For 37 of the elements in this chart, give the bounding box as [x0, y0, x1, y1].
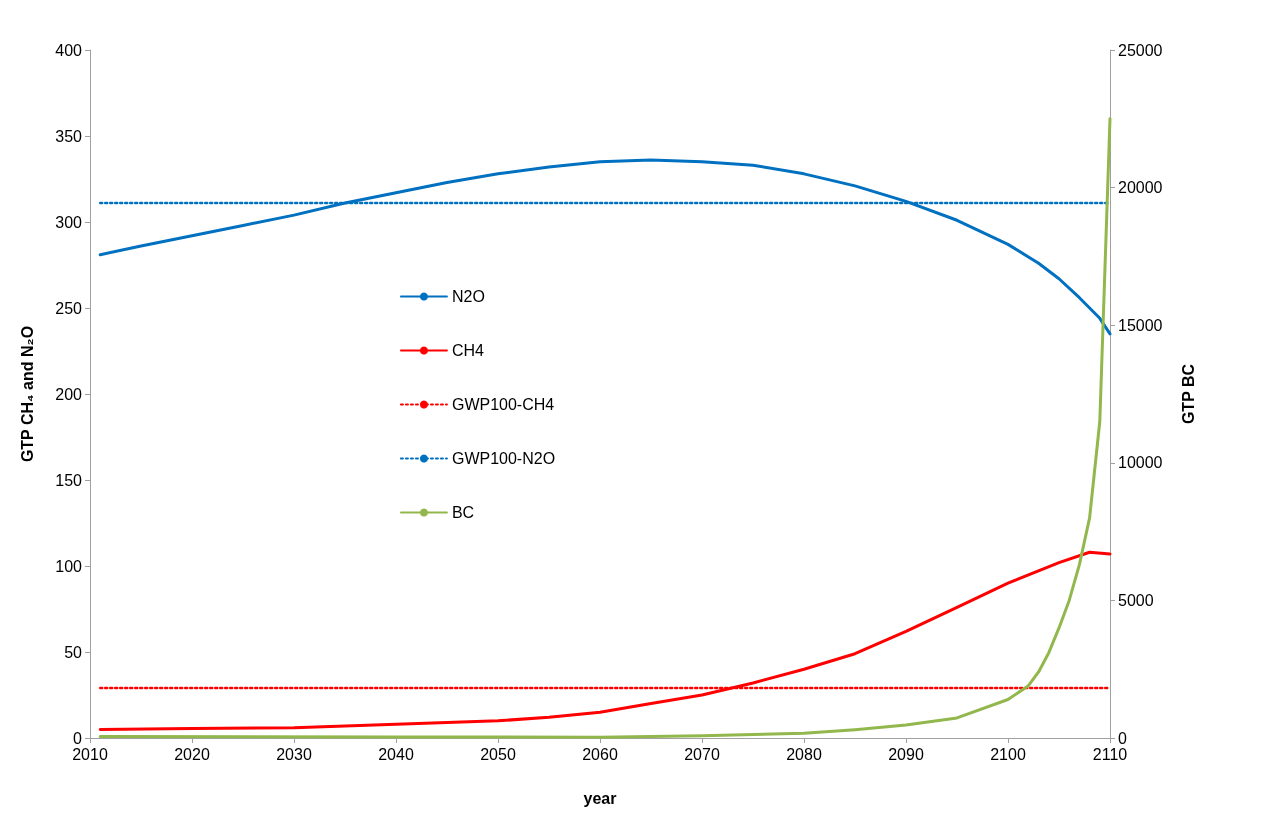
y2-tick-label: 5000 [1118, 591, 1154, 609]
legend-label: BC [451, 504, 475, 522]
legend-label: GWP100-N2O [451, 450, 556, 468]
y-tick-label: 0 [73, 729, 83, 747]
x-tick-label: 2040 [378, 745, 414, 763]
x-tick-label: 2010 [72, 745, 108, 763]
y2-tick-label: 0 [1118, 729, 1127, 747]
x-tick-label: 2050 [480, 745, 516, 763]
legend-label: CH4 [451, 342, 485, 360]
legend-label: GWP100-CH4 [451, 396, 555, 414]
y-tick-label: 100 [55, 557, 83, 575]
y-axis-title: GTP CH₄ and N₂O [18, 325, 36, 463]
y2-tick-label: 20000 [1118, 179, 1163, 197]
y-tick-label: 350 [55, 127, 83, 145]
x-tick-label: 2060 [582, 745, 618, 763]
y2-tick-label: 10000 [1118, 454, 1163, 472]
y2-tick-label: 25000 [1118, 41, 1163, 59]
legend-label: N2O [451, 288, 485, 306]
y-tick-label: 250 [55, 299, 83, 317]
y-tick-label: 400 [55, 41, 83, 59]
y-tick-label: 200 [55, 385, 83, 403]
x-tick-label: 2070 [684, 745, 720, 763]
y2-axis-title: GTP BC [1179, 363, 1197, 425]
x-tick-label: 2110 [1092, 745, 1128, 763]
y-tick-label: 300 [55, 213, 83, 231]
line-series [98, 158, 1112, 336]
y-tick-label: 150 [55, 471, 83, 489]
x-tick-label: 2030 [276, 745, 312, 763]
x-axis-title: year [583, 789, 617, 807]
x-tick-label: 2080 [786, 745, 822, 763]
x-tick-label: 2100 [990, 745, 1026, 763]
y2-tick-label: 15000 [1118, 316, 1163, 334]
line-series [98, 117, 1112, 739]
line-series [98, 550, 1112, 731]
y-tick-label: 50 [64, 643, 83, 661]
x-tick-label: 2020 [174, 745, 210, 763]
x-tick-label: 2090 [888, 745, 924, 763]
